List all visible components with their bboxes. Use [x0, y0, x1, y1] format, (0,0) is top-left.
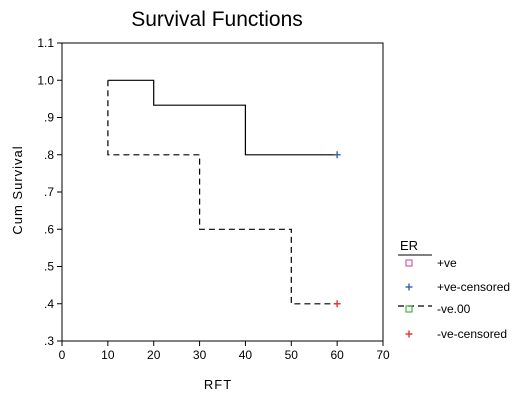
legend-label: +ve-censored: [437, 280, 510, 294]
legend-label: -ve.00: [437, 302, 471, 316]
y-tick-label: 1.1: [37, 36, 54, 50]
legend-title: ER: [400, 238, 418, 253]
y-tick-label: .5: [44, 260, 54, 274]
x-tick-label: 30: [193, 348, 207, 362]
legend-item: +ve: [405, 256, 457, 270]
y-axis-label: Cum Survival: [10, 145, 25, 234]
series-layer: [107, 79, 341, 308]
y-tick-label: 1.0: [37, 73, 54, 87]
y-tick-label: .7: [44, 185, 54, 199]
x-tick-label: 50: [285, 348, 299, 362]
x-axis-label: RFT: [204, 377, 232, 392]
legend-item: -ve.00: [398, 302, 471, 316]
legend-plus-symbol: [405, 283, 413, 291]
legend: ER +ve +ve-censored -ve.00 -ve-censored: [398, 238, 510, 341]
survival-curve-1: [107, 79, 338, 156]
x-tick-label: 40: [239, 348, 253, 362]
legend-square-symbol: [405, 259, 413, 267]
legend-item: -ve-censored: [405, 327, 507, 341]
legend-plus-symbol: [405, 330, 413, 338]
legend-item: +ve-censored: [405, 280, 510, 294]
y-tick-label: .8: [44, 148, 54, 162]
y-tick-label: .4: [44, 297, 54, 311]
y-tick-label: .9: [44, 111, 54, 125]
x-tick-label: 0: [59, 348, 66, 362]
x-tick-label: 70: [376, 348, 390, 362]
survival-curve-2: [107, 80, 338, 305]
legend-square-symbol: [405, 305, 413, 313]
x-tick-label: 10: [101, 348, 115, 362]
censored-marker: [333, 151, 341, 159]
y-axis-ticks: .3 .4 .5 .6 .7 .8 .9 1.0 1.1: [37, 36, 62, 348]
chart-title: Survival Functions: [131, 8, 303, 31]
x-tick-label: 60: [330, 348, 344, 362]
legend-label: -ve-censored: [437, 327, 507, 341]
x-axis-ticks: 0 10 20 30 40 50 60 70: [59, 341, 390, 362]
y-tick-label: .3: [44, 334, 54, 348]
censored-marker: [333, 300, 341, 308]
legend-label: +ve: [437, 256, 457, 270]
y-tick-label: .6: [44, 222, 54, 236]
x-tick-label: 20: [147, 348, 161, 362]
plot-frame: [61, 42, 384, 342]
